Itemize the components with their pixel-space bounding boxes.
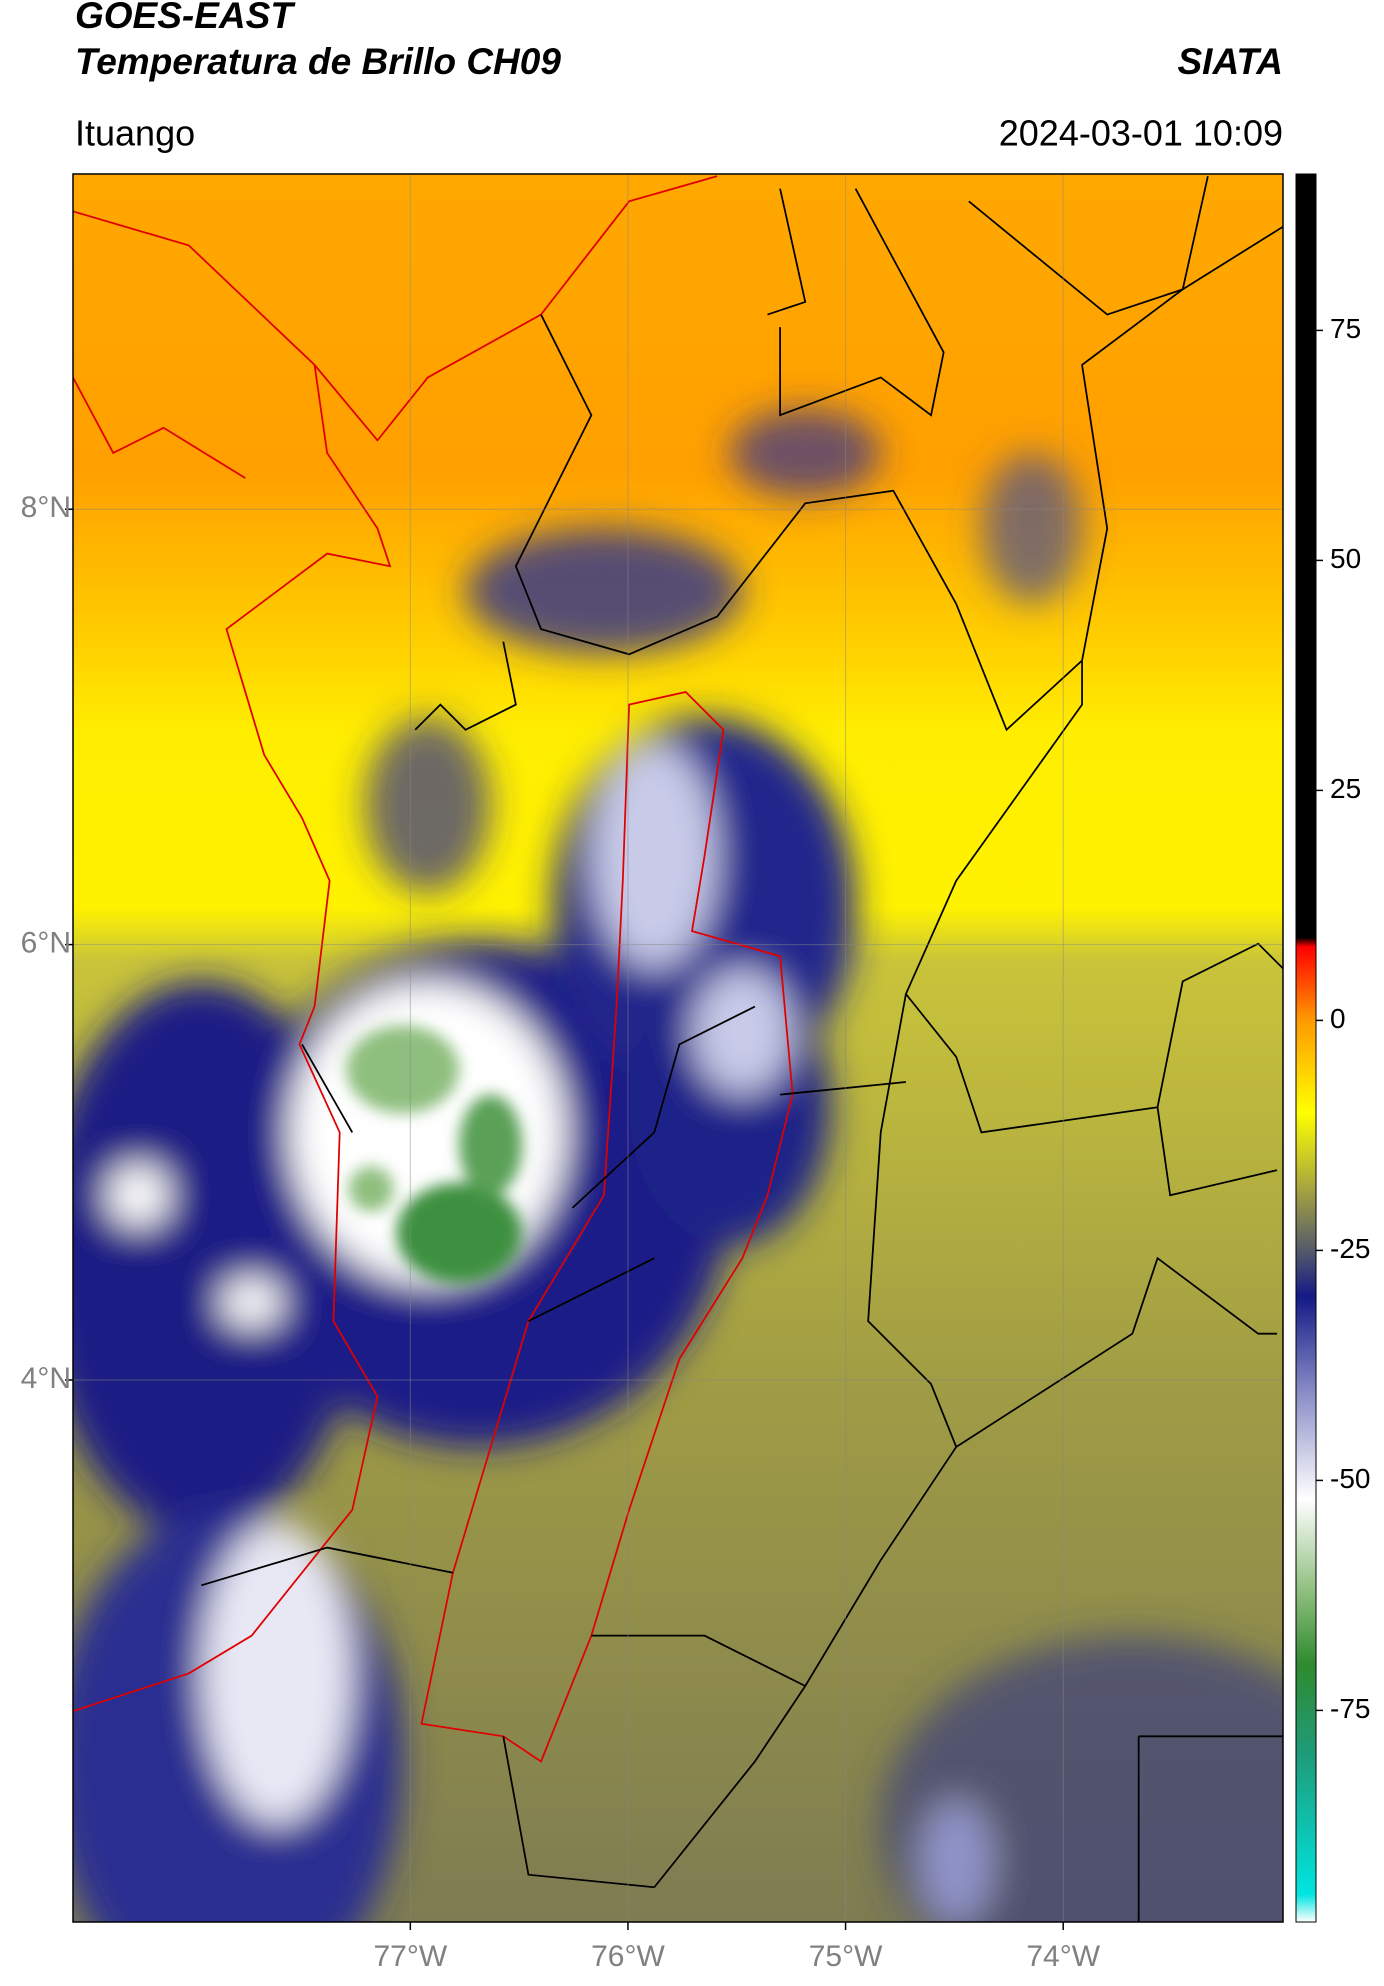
colorbar-tick-label: -25 — [1330, 1233, 1370, 1264]
y-tick-label: 4°N — [21, 1362, 71, 1395]
subtitle: Temperatura de Brillo CH09 — [75, 41, 561, 82]
grid — [73, 174, 1283, 1922]
x-tick-label: 76°W — [591, 1940, 665, 1973]
map-image — [73, 174, 1283, 1922]
colorbar-tick-label: 25 — [1330, 773, 1361, 804]
x-tick-label: 74°W — [1026, 1940, 1100, 1973]
y-tick-label: 6°N — [21, 927, 71, 960]
colorbar-tick-label: -75 — [1330, 1693, 1370, 1724]
timestamp: 2024-03-01 10:09 — [999, 113, 1283, 154]
x-tick-label: 77°W — [373, 1940, 447, 1973]
colorbar-fill — [1295, 173, 1317, 1923]
x-tick-label: 75°W — [809, 1940, 883, 1973]
y-tick-label: 8°N — [21, 491, 71, 524]
map-frame — [72, 173, 1284, 1923]
colorbar-tick-label: 0 — [1330, 1003, 1346, 1034]
title: GOES-EAST — [75, 0, 296, 36]
colorbar-tick-label: 50 — [1330, 543, 1361, 574]
colorbar-tick-label: 75 — [1330, 313, 1361, 344]
source: SIATA — [1177, 41, 1283, 82]
colorbar-tick-label: -50 — [1330, 1463, 1370, 1494]
colorbar: 75 50 25 0 -25 -50 -75 — [1295, 173, 1370, 1923]
region: Ituango — [75, 113, 195, 154]
